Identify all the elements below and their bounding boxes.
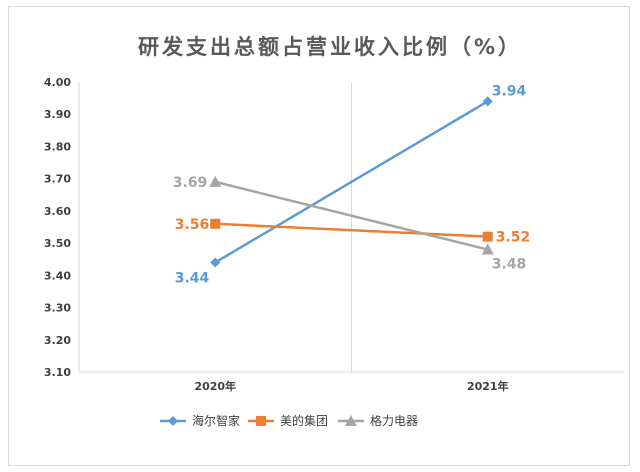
data-label: 3.56 [175,217,210,233]
data-labels: 3.44 3.94 3.56 3.52 3.69 3.48 [173,83,531,286]
watermark: 雪球：阿尔法工场 [449,441,594,460]
y-tick-label: 3.90 [44,108,71,121]
data-point-diamond [168,416,178,426]
y-tick-label: 3.30 [44,302,71,315]
y-tick-label: 3.10 [44,366,71,379]
y-tick-label: 4.00 [44,76,71,89]
data-point-triangle [209,175,222,187]
y-tick-label: 3.40 [44,269,71,282]
series-group [209,96,494,268]
y-tick-label: 3.70 [44,173,71,186]
data-point-diamond [482,96,493,107]
data-point-square [256,416,266,426]
data-label: 3.52 [496,230,531,246]
x-tick-label: 2021年 [467,379,509,393]
data-point-diamond [210,257,221,268]
data-label: 3.48 [492,257,527,273]
series-line-1 [215,222,488,238]
legend: 海尔智家 美的集团 格力电器 [160,413,418,428]
series-line-0 [214,100,489,264]
data-label: 3.69 [173,175,208,191]
chart-title: 研发支出总额占营业收入比例（%） [138,35,522,59]
legend-label: 格力电器 [370,413,418,428]
legend-label: 海尔智家 [192,413,240,428]
chart-frame [8,6,630,466]
data-point-square [210,218,221,229]
data-point-triangle [481,243,494,255]
y-tick-label: 3.60 [44,205,71,218]
series-line-2 [214,180,489,251]
y-tick-label: 3.50 [44,237,71,250]
y-tick-label: 3.80 [44,140,71,153]
data-label: 3.94 [492,83,527,99]
y-tick-label: 3.20 [44,334,71,347]
data-label: 3.44 [175,270,210,286]
legend-label: 美的集团 [280,413,328,428]
x-tick-label: 2020年 [194,379,236,393]
axes: 3.10 3.20 3.30 3.40 3.50 3.60 3.70 3.80 3.90 4.00… [44,76,624,393]
watermark-text: 雪球：阿尔法工场 [474,442,594,460]
data-point-square [482,231,493,242]
snowball-icon [449,441,467,459]
data-point-triangle [345,415,357,426]
